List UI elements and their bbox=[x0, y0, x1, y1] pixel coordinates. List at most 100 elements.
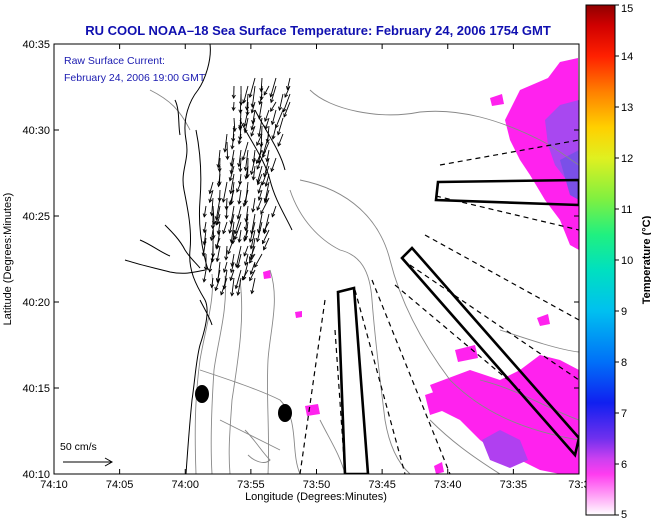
current-arrow bbox=[252, 197, 256, 212]
current-arrow-head bbox=[256, 165, 261, 170]
current-arrow bbox=[235, 245, 242, 268]
current-vectors bbox=[201, 77, 291, 297]
current-arrow bbox=[282, 93, 291, 112]
colorbar-tick-label: 7 bbox=[621, 408, 627, 420]
current-arrow bbox=[271, 205, 277, 217]
current-arrow bbox=[220, 277, 228, 295]
current-arrow bbox=[266, 149, 270, 162]
current-arrow-head bbox=[228, 177, 233, 182]
current-arrow-head bbox=[234, 263, 239, 268]
current-arrow-head bbox=[261, 240, 266, 245]
current-arrow bbox=[270, 101, 277, 112]
current-arrow-head bbox=[257, 115, 262, 120]
colorbar-tick-label: 14 bbox=[621, 51, 633, 63]
current-arrow-head bbox=[284, 93, 289, 98]
current-arrow-head bbox=[250, 109, 255, 114]
current-arrow bbox=[230, 261, 235, 273]
current-arrow bbox=[209, 181, 214, 194]
current-arrow bbox=[239, 117, 242, 129]
current-arrow bbox=[263, 213, 270, 234]
scale-bar-arrow bbox=[63, 457, 114, 467]
current-arrow-head bbox=[228, 201, 233, 206]
current-arrow bbox=[215, 277, 221, 291]
current-arrow-head bbox=[216, 182, 221, 188]
current-arrow-head bbox=[230, 145, 235, 150]
current-arrow bbox=[243, 189, 249, 207]
current-arrow-head bbox=[208, 189, 213, 195]
colorbar-tick-label: 15 bbox=[621, 3, 633, 15]
current-arrow-head bbox=[236, 264, 241, 269]
current-arrow-head bbox=[228, 229, 233, 234]
current-arrow bbox=[249, 245, 256, 261]
current-arrow-head bbox=[223, 148, 228, 153]
current-arrow bbox=[245, 149, 249, 171]
current-arrow bbox=[251, 213, 256, 234]
current-arrow-head bbox=[243, 237, 248, 242]
current-arrow-head bbox=[274, 124, 279, 129]
current-arrow bbox=[242, 141, 249, 161]
current-arrow-head bbox=[250, 126, 255, 131]
current-arrow-head bbox=[229, 189, 234, 195]
current-arrow-head bbox=[257, 132, 262, 138]
current-arrow bbox=[245, 213, 249, 231]
current-arrow-head bbox=[249, 259, 253, 264]
current-arrow-head bbox=[258, 100, 263, 106]
sst-patches bbox=[263, 58, 579, 474]
current-arrow-head bbox=[283, 113, 288, 118]
plot-area: Raw Surface Current: February 24, 2006 1… bbox=[54, 44, 579, 474]
x-tick-label: 73:50 bbox=[303, 479, 331, 491]
current-arrow-head bbox=[237, 238, 242, 244]
current-arrow bbox=[231, 277, 235, 296]
y-tick-label: 40:15 bbox=[22, 383, 50, 395]
current-arrow bbox=[245, 165, 249, 179]
current-arrow bbox=[217, 221, 221, 235]
current-arrow-head bbox=[224, 215, 229, 220]
x-axis-label: Longitude (Degrees:Minutes) bbox=[245, 491, 387, 503]
current-arrow bbox=[211, 197, 214, 216]
current-annotation-line1: Raw Surface Current: bbox=[64, 55, 165, 67]
current-arrow-head bbox=[227, 250, 232, 255]
current-arrow-head bbox=[262, 246, 267, 251]
current-arrow-head bbox=[271, 135, 276, 140]
current-arrow bbox=[256, 133, 263, 146]
current-arrow bbox=[258, 141, 263, 163]
current-arrow-head bbox=[255, 237, 260, 243]
current-arrow bbox=[286, 77, 291, 90]
station-marker bbox=[195, 385, 209, 403]
current-arrow-head bbox=[263, 199, 268, 204]
x-tick-label: 73:3 bbox=[568, 479, 589, 491]
current-arrow bbox=[249, 253, 256, 264]
current-arrow-head bbox=[244, 175, 249, 180]
current-arrow-head bbox=[202, 278, 207, 283]
current-arrow bbox=[253, 149, 256, 163]
current-arrow-head bbox=[238, 109, 243, 114]
colorbar-tick-label: 11 bbox=[621, 204, 632, 216]
current-arrow-head bbox=[208, 268, 213, 273]
current-arrow-head bbox=[256, 180, 261, 186]
current-arrow bbox=[238, 149, 242, 167]
current-arrow-head bbox=[269, 93, 274, 98]
current-arrow bbox=[260, 77, 263, 92]
current-arrow bbox=[249, 269, 256, 281]
current-arrow bbox=[249, 77, 256, 98]
current-arrow-head bbox=[261, 181, 266, 186]
current-arrow-head bbox=[282, 108, 287, 113]
current-arrow bbox=[216, 229, 221, 249]
current-arrow-head bbox=[224, 256, 229, 261]
current-arrow bbox=[238, 133, 242, 144]
current-arrow-head bbox=[251, 176, 256, 181]
current-arrow bbox=[244, 117, 249, 133]
current-arrow-head bbox=[243, 129, 248, 134]
colorbar-tick-label: 8 bbox=[621, 357, 627, 369]
current-arrow bbox=[270, 77, 277, 97]
current-arrow bbox=[271, 109, 277, 125]
current-arrow bbox=[246, 93, 249, 110]
current-arrow-head bbox=[209, 212, 214, 217]
current-arrow bbox=[258, 213, 263, 233]
current-arrow-head bbox=[242, 202, 247, 208]
current-arrow-head bbox=[249, 245, 254, 250]
current-arrow-head bbox=[250, 132, 255, 137]
current-arrow bbox=[256, 221, 263, 242]
colorbar-label: Temperature (°C) bbox=[641, 215, 651, 304]
current-arrow-head bbox=[243, 166, 248, 172]
